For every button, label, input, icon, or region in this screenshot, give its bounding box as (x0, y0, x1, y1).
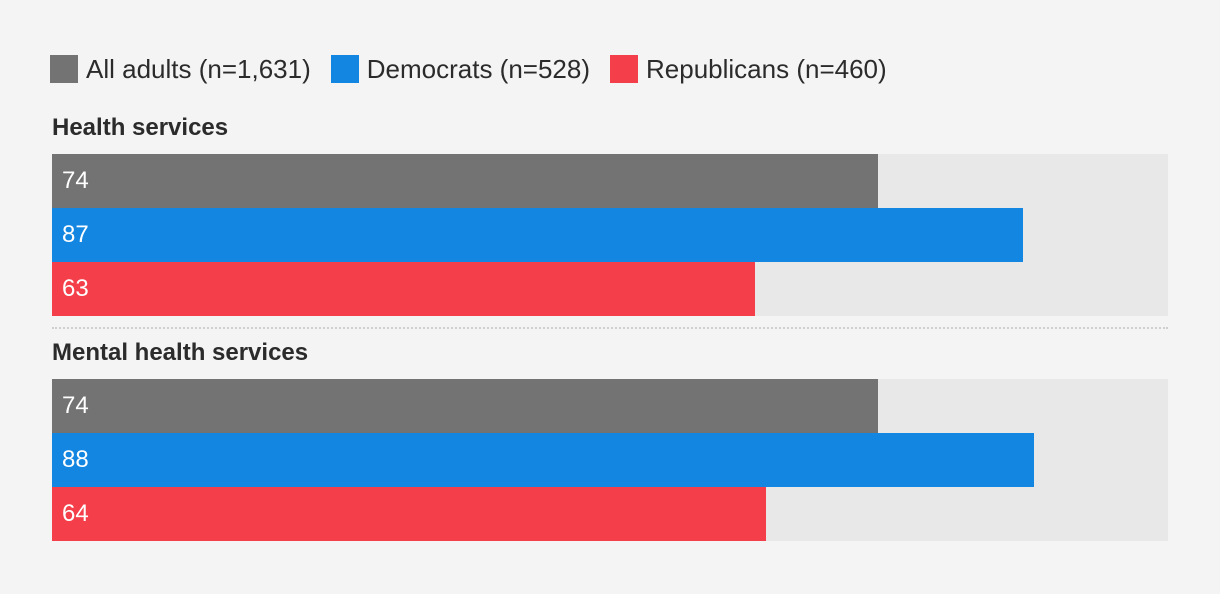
bar-track: 74 88 64 (52, 379, 1168, 541)
bar-row: 87 (52, 208, 1168, 262)
bar-row: 64 (52, 487, 1168, 541)
bar-row: 74 (52, 379, 1168, 433)
legend-label: Republicans (n=460) (646, 53, 887, 84)
legend-label: All adults (n=1,631) (86, 53, 311, 84)
legend-item-republicans: Republicans (n=460) (610, 54, 887, 85)
bar-mental-all-adults (52, 379, 878, 433)
bar-value-label: 74 (62, 392, 89, 419)
bar-value-label: 87 (62, 221, 89, 248)
legend-swatch (330, 55, 359, 83)
bar-value-label: 88 (62, 446, 89, 473)
bar-row: 63 (52, 262, 1168, 316)
group-health-services: Health services 74 87 63 (52, 112, 1168, 316)
bar-row: 74 (52, 154, 1168, 208)
bar-value-label: 74 (62, 167, 89, 194)
bar-health-democrats (52, 208, 1023, 262)
group-divider (52, 327, 1168, 329)
bar-value-label: 63 (62, 275, 89, 302)
legend-swatch (50, 55, 78, 83)
group-mental-health-services: Mental health services 74 88 64 (52, 337, 1168, 541)
legend-label: Democrats (n=528) (366, 53, 591, 84)
bar-row: 88 (52, 433, 1168, 487)
group-title: Health services (52, 114, 229, 141)
bar-mental-democrats (52, 433, 1035, 487)
group-title: Mental health services (52, 339, 309, 366)
bar-health-all-adults (52, 154, 878, 208)
legend-item-all-adults: All adults (n=1,631) (50, 54, 311, 85)
bar-value-label: 64 (62, 500, 89, 527)
legend: All adults (n=1,631) Democrats (n=528) R… (50, 52, 907, 86)
bar-health-republicans (52, 262, 756, 316)
bar-mental-republicans (52, 487, 767, 541)
legend-swatch (610, 55, 639, 83)
legend-item-democrats: Democrats (n=528) (330, 53, 591, 85)
bar-track: 74 87 63 (52, 154, 1168, 316)
